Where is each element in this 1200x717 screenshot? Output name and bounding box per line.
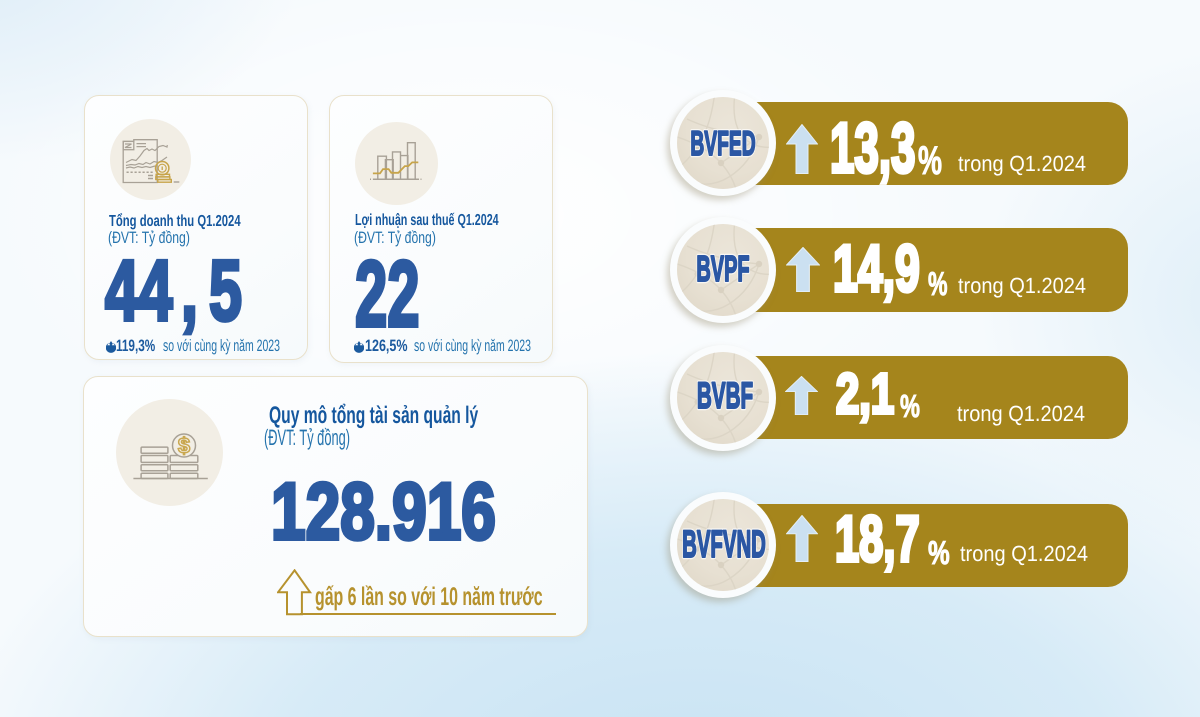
svg-text:BVFED: BVFED (691, 125, 756, 163)
svg-text:BVBF: BVBF (697, 375, 753, 416)
svg-text:BVFED: BVFED (691, 125, 756, 163)
svg-text:BVBF: BVBF (697, 375, 753, 416)
svg-text:BVPF: BVPF (696, 248, 749, 289)
svg-text:BVPF: BVPF (696, 248, 749, 289)
svg-text:BVFVND: BVFVND (683, 523, 767, 566)
svg-text:$: $ (178, 433, 190, 458)
svg-text:BVFVND: BVFVND (683, 523, 767, 566)
